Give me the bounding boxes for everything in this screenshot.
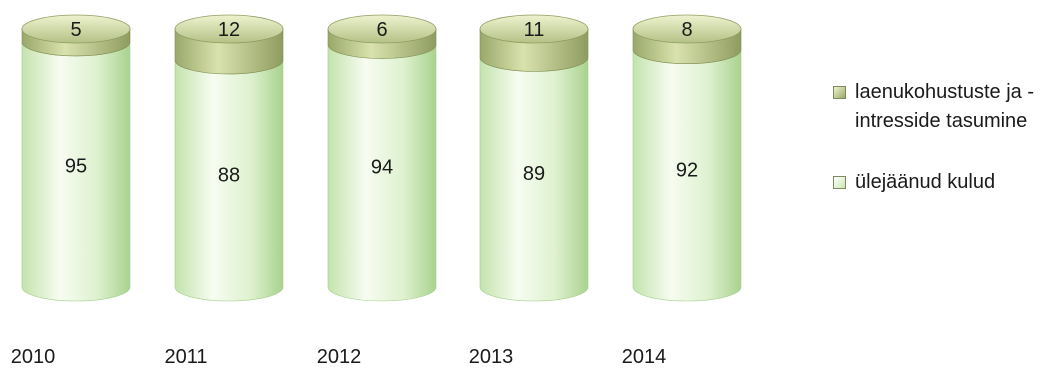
data-label-other-expenses-2013: 89 xyxy=(523,163,545,185)
legend-item-debt-payments: laenukohustuste ja -intresside tasumine xyxy=(821,78,1036,136)
data-label-debt-payments-2011: 12 xyxy=(218,19,240,41)
bars-layer xyxy=(21,14,742,302)
legend-swatch-debt-payments xyxy=(833,86,846,99)
x-tick-label-2011: 2011 xyxy=(164,346,207,368)
legend-label-other-expenses: ülejäänud kulud xyxy=(855,171,996,193)
data-label-debt-payments-2014: 8 xyxy=(681,19,692,41)
legend-label-debt-payments: laenukohustuste ja -intresside tasumine xyxy=(855,81,1035,132)
legend-item-other-expenses: ülejäänud kulud xyxy=(821,168,1036,197)
bar-top-cap-2012 xyxy=(327,14,437,44)
x-tick-label-2013: 2013 xyxy=(469,346,514,368)
data-label-other-expenses-2014: 92 xyxy=(676,159,698,181)
data-label-debt-payments-2013: 11 xyxy=(524,19,545,41)
data-label-debt-payments-2010: 5 xyxy=(70,19,81,41)
x-tick-label-2014: 2014 xyxy=(622,346,667,368)
bar-top-cap-2011 xyxy=(174,14,284,44)
legend: laenukohustuste ja -intresside tasumine … xyxy=(821,78,1036,197)
x-axis-ticks: 2010 2011 2012 2013 2014 xyxy=(11,346,667,368)
legend-swatch-other-expenses xyxy=(833,176,846,189)
data-label-other-expenses-2012: 94 xyxy=(371,157,393,179)
labels-layer: 5 95 12 88 6 94 11 89 8 92 xyxy=(65,19,698,186)
x-tick-label-2010: 2010 xyxy=(11,346,56,368)
data-label-debt-payments-2012: 6 xyxy=(376,19,387,41)
data-label-other-expenses-2011: 88 xyxy=(218,164,240,186)
x-tick-label-2012: 2012 xyxy=(317,346,362,368)
bar-top-cap-2013 xyxy=(479,14,589,44)
bar-top-cap-2010 xyxy=(21,14,131,44)
chart-svg: 5 95 12 88 6 94 11 89 8 92 2010 2011 2012 2013 2014 xyxy=(11,14,742,368)
bar-top-cap-2014 xyxy=(632,14,742,44)
data-label-other-expenses-2010: 95 xyxy=(65,155,87,177)
